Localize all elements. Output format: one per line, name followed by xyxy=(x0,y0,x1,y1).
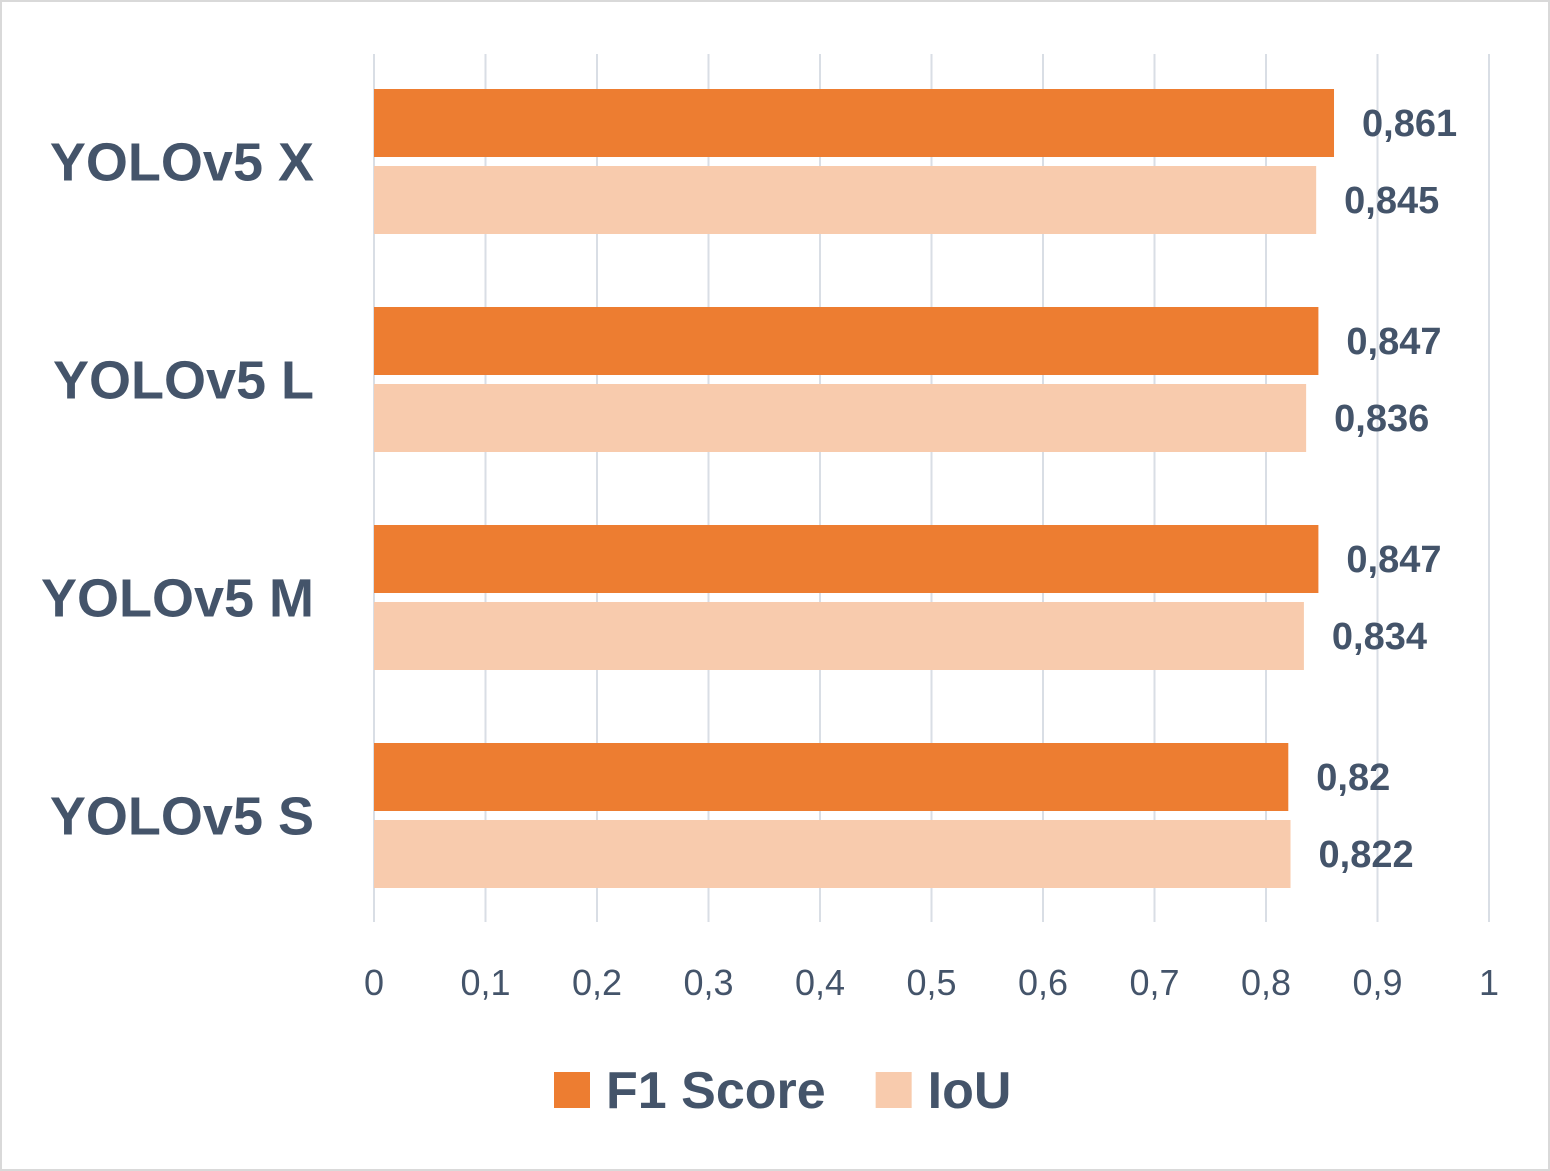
data-label: 0,834 xyxy=(1332,616,1427,658)
data-label: 0,82 xyxy=(1316,757,1390,799)
bar-f1-score xyxy=(374,743,1289,811)
x-tick-label: 0,4 xyxy=(795,962,845,1003)
legend-swatch xyxy=(554,1072,590,1108)
x-tick-label: 0,6 xyxy=(1018,962,1068,1003)
x-tick-label: 0,8 xyxy=(1241,962,1291,1003)
x-tick-label: 0,3 xyxy=(683,962,733,1003)
bar-iou xyxy=(374,384,1307,452)
data-label: 0,847 xyxy=(1346,321,1441,363)
data-label: 0,845 xyxy=(1344,180,1439,222)
category-label: YOLOv5 L xyxy=(53,351,314,411)
x-tick-label: 0,1 xyxy=(460,962,510,1003)
category-label: YOLOv5 S xyxy=(50,787,314,847)
legend-swatch xyxy=(875,1072,912,1108)
bar-f1-score xyxy=(374,307,1319,375)
bar-layer xyxy=(374,89,1335,888)
category-label: YOLOv5 X xyxy=(50,133,314,193)
category-label: YOLOv5 M xyxy=(41,569,314,629)
bar-iou xyxy=(374,820,1291,888)
bar-iou xyxy=(374,602,1304,670)
data-label: 0,861 xyxy=(1362,103,1457,145)
x-tick-label: 0,7 xyxy=(1129,962,1179,1003)
bar-f1-score xyxy=(374,525,1319,593)
data-label: 0,836 xyxy=(1334,398,1429,440)
data-label: 0,822 xyxy=(1319,834,1414,876)
bar-f1-score xyxy=(374,89,1335,157)
legend-label: IoU xyxy=(928,1062,1012,1120)
x-tick-label: 0,2 xyxy=(572,962,622,1003)
legend: F1 Score IoU xyxy=(554,1062,1011,1120)
bar-iou xyxy=(374,166,1317,234)
x-tick-label: 0 xyxy=(364,962,384,1003)
label-layer: 0 0,1 0,2 0,3 0,4 0,5 0,6 0,7 0,8 0,9 1 YOLOv5 X 0,8… xyxy=(41,103,1499,1003)
data-label: 0,847 xyxy=(1346,539,1441,581)
x-tick-label: 0,9 xyxy=(1352,962,1402,1003)
x-tick-label: 0,5 xyxy=(906,962,956,1003)
legend-label: F1 Score xyxy=(606,1062,826,1120)
x-tick-label: 1 xyxy=(1479,962,1499,1003)
